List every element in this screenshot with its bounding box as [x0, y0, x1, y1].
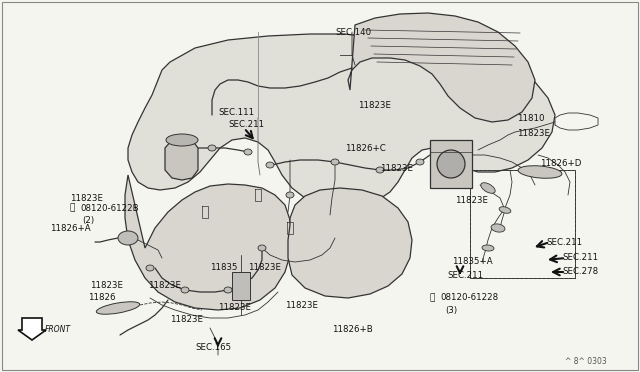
- Text: 11823E: 11823E: [148, 280, 181, 289]
- Text: 11823E: 11823E: [170, 315, 203, 324]
- Ellipse shape: [224, 287, 232, 293]
- Text: 11835+A: 11835+A: [452, 257, 493, 266]
- Text: SEC.140: SEC.140: [335, 28, 371, 36]
- Ellipse shape: [416, 159, 424, 165]
- Text: Ⓑ: Ⓑ: [430, 294, 435, 302]
- Text: 11835: 11835: [210, 263, 237, 273]
- Ellipse shape: [331, 159, 339, 165]
- Text: 08120-6122B: 08120-6122B: [80, 203, 139, 212]
- Ellipse shape: [491, 224, 505, 232]
- Polygon shape: [165, 138, 198, 180]
- Ellipse shape: [437, 150, 465, 178]
- Text: 11826+B: 11826+B: [332, 326, 372, 334]
- Polygon shape: [288, 188, 412, 298]
- Text: ^ 8^ 0303: ^ 8^ 0303: [565, 357, 607, 366]
- Ellipse shape: [181, 287, 189, 293]
- Text: 11826+A: 11826+A: [50, 224, 91, 232]
- Ellipse shape: [208, 145, 216, 151]
- Polygon shape: [18, 318, 46, 340]
- Text: SEC.111: SEC.111: [218, 108, 254, 116]
- Ellipse shape: [96, 302, 140, 314]
- Ellipse shape: [286, 192, 294, 198]
- Ellipse shape: [244, 149, 252, 155]
- Polygon shape: [128, 34, 555, 206]
- Text: 11810: 11810: [517, 113, 545, 122]
- Ellipse shape: [481, 183, 495, 193]
- Ellipse shape: [266, 162, 274, 168]
- Text: SEC.211: SEC.211: [562, 253, 598, 263]
- Text: 11826+C: 11826+C: [345, 144, 386, 153]
- Text: SEC.211: SEC.211: [228, 119, 264, 128]
- Ellipse shape: [499, 207, 511, 213]
- Text: SEC.165: SEC.165: [195, 343, 231, 353]
- Text: 11823E: 11823E: [517, 128, 550, 138]
- Text: SEC.278: SEC.278: [562, 267, 598, 276]
- Text: SEC.211: SEC.211: [546, 237, 582, 247]
- Text: 11823E: 11823E: [358, 100, 391, 109]
- Ellipse shape: [166, 134, 198, 146]
- Text: 11823E: 11823E: [248, 263, 281, 273]
- Text: Ⓑ: Ⓑ: [70, 203, 76, 212]
- Text: (3): (3): [445, 305, 457, 314]
- Ellipse shape: [482, 245, 494, 251]
- Polygon shape: [348, 13, 535, 122]
- Bar: [430, 140, 472, 188]
- Ellipse shape: [118, 231, 138, 245]
- Ellipse shape: [146, 265, 154, 271]
- Ellipse shape: [376, 167, 384, 173]
- Bar: [470, 170, 575, 278]
- Text: 11823E: 11823E: [70, 193, 103, 202]
- Bar: [470, 170, 575, 278]
- Text: 11823E: 11823E: [380, 164, 413, 173]
- Text: 11826+D: 11826+D: [540, 158, 581, 167]
- Ellipse shape: [518, 166, 562, 178]
- Polygon shape: [125, 175, 292, 310]
- Text: 11823E: 11823E: [455, 196, 488, 205]
- Ellipse shape: [258, 245, 266, 251]
- Text: 11823E: 11823E: [90, 280, 123, 289]
- Text: 11823E: 11823E: [218, 304, 251, 312]
- Text: FRONT: FRONT: [45, 326, 71, 334]
- Text: 11826: 11826: [88, 294, 115, 302]
- Text: (2): (2): [82, 215, 94, 224]
- Text: SEC.211: SEC.211: [447, 270, 483, 279]
- Text: 08120-61228: 08120-61228: [440, 294, 498, 302]
- Text: 11823E: 11823E: [285, 301, 318, 310]
- Bar: [232, 272, 250, 300]
